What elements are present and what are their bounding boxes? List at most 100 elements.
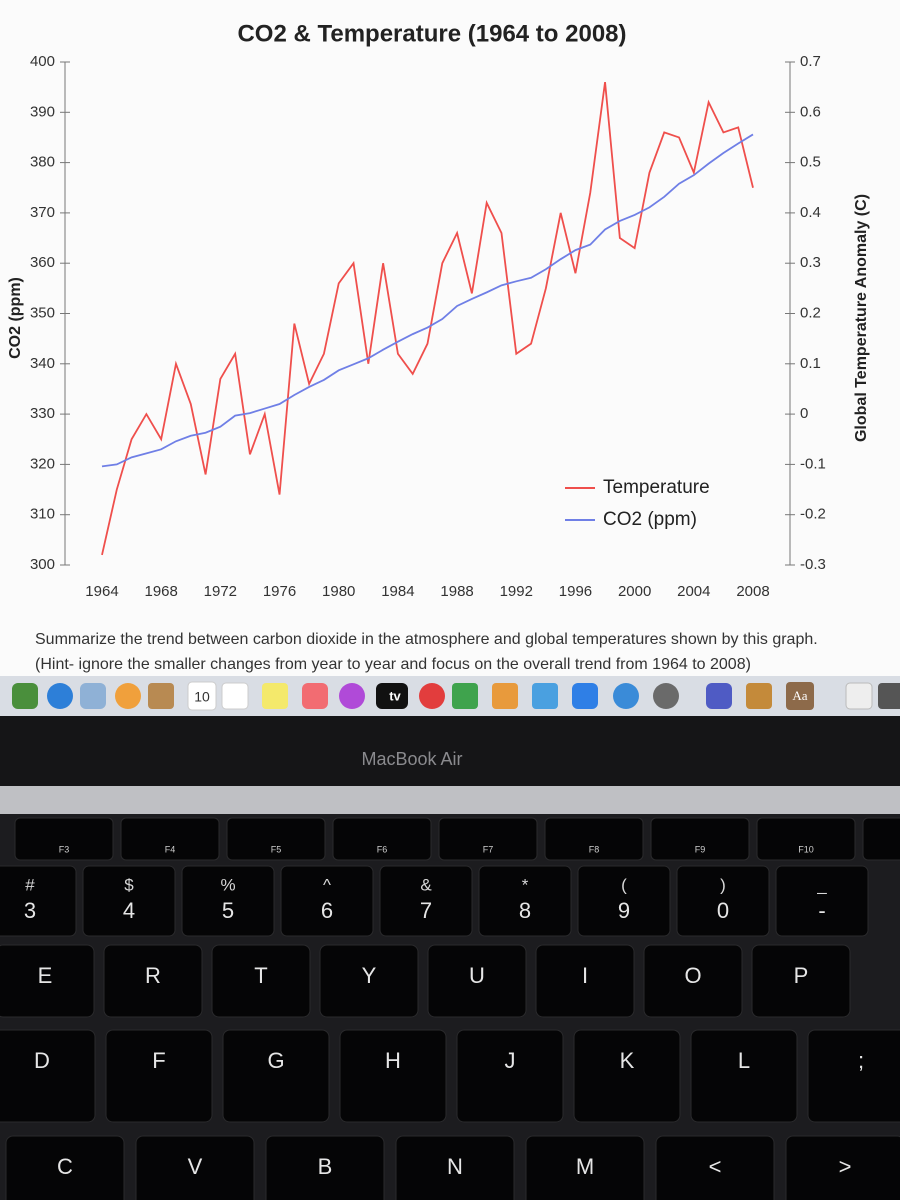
app-icon[interactable] xyxy=(80,683,106,709)
key-label: O xyxy=(684,963,701,988)
y-tick-label: 330 xyxy=(30,405,55,422)
app-icon[interactable] xyxy=(532,683,558,709)
legend-label: CO2 (ppm) xyxy=(603,509,697,530)
tv-icon[interactable] xyxy=(376,683,408,709)
number-key[interactable] xyxy=(280,865,374,937)
app-icon[interactable] xyxy=(706,683,732,709)
function-key[interactable] xyxy=(14,817,114,861)
y2-axis-label: Global Temperature Anomaly (C) xyxy=(853,194,870,442)
key-symbol: & xyxy=(420,875,432,894)
letter-key[interactable] xyxy=(0,1029,96,1123)
y-tick-label: 310 xyxy=(30,506,55,523)
letter-key[interactable] xyxy=(525,1135,645,1200)
number-key[interactable] xyxy=(577,865,671,937)
key-label: < xyxy=(709,1154,722,1179)
key-label: M xyxy=(576,1154,594,1179)
app-icon[interactable] xyxy=(47,683,73,709)
letter-key[interactable] xyxy=(265,1135,385,1200)
function-key[interactable] xyxy=(438,817,538,861)
key-symbol: _ xyxy=(816,875,827,894)
app-icon[interactable] xyxy=(653,683,679,709)
key-symbol: % xyxy=(220,875,235,894)
x-tick-label: 1992 xyxy=(500,583,533,600)
key-label: L xyxy=(738,1048,750,1073)
letter-key[interactable] xyxy=(319,944,419,1018)
app-icon[interactable] xyxy=(845,682,873,710)
app-icon[interactable] xyxy=(115,683,141,709)
y-tick-label: 400 xyxy=(30,53,55,70)
letter-key[interactable] xyxy=(655,1135,775,1200)
letter-key[interactable] xyxy=(785,1135,900,1200)
function-key[interactable] xyxy=(544,817,644,861)
x-tick-label: 1968 xyxy=(144,583,177,600)
app-icon[interactable] xyxy=(746,683,772,709)
app-icon[interactable] xyxy=(302,683,328,709)
screen xyxy=(0,0,900,680)
app-icon[interactable] xyxy=(221,682,249,710)
function-key-label: F10 xyxy=(798,844,814,854)
app-icon[interactable] xyxy=(572,683,598,709)
letter-key[interactable] xyxy=(807,1029,900,1123)
function-key[interactable] xyxy=(650,817,750,861)
letter-key[interactable] xyxy=(643,944,743,1018)
letter-key[interactable] xyxy=(339,1029,447,1123)
number-key[interactable] xyxy=(82,865,176,937)
letter-key[interactable] xyxy=(690,1029,798,1123)
key-label: > xyxy=(839,1154,852,1179)
app-icon[interactable] xyxy=(492,683,518,709)
number-key[interactable] xyxy=(478,865,572,937)
letter-key[interactable] xyxy=(222,1029,330,1123)
series-line xyxy=(101,133,754,468)
x-tick-label: 1980 xyxy=(322,583,355,600)
function-key[interactable] xyxy=(862,817,900,861)
y-tick-label: 300 xyxy=(30,556,55,573)
letter-key[interactable] xyxy=(0,944,95,1018)
key-digit: 0 xyxy=(717,898,729,923)
app-icon[interactable] xyxy=(262,683,288,709)
app-icon[interactable] xyxy=(452,683,478,709)
function-key[interactable] xyxy=(120,817,220,861)
letter-key[interactable] xyxy=(456,1029,564,1123)
function-key[interactable] xyxy=(756,817,856,861)
letter-key[interactable] xyxy=(211,944,311,1018)
number-key[interactable] xyxy=(181,865,275,937)
calendar-icon[interactable] xyxy=(187,681,217,711)
y-axis-label: CO2 (ppm) xyxy=(7,277,24,359)
key-symbol: ^ xyxy=(323,875,331,894)
app-icon[interactable] xyxy=(12,683,38,709)
function-key[interactable] xyxy=(332,817,432,861)
letter-key[interactable] xyxy=(427,944,527,1018)
letter-key[interactable] xyxy=(103,944,203,1018)
letter-key[interactable] xyxy=(535,944,635,1018)
y2-tick-label: -0.1 xyxy=(800,455,826,472)
key-label: H xyxy=(385,1048,401,1073)
key-digit: 9 xyxy=(618,898,630,923)
font-book-icon[interactable] xyxy=(786,682,814,710)
app-icon[interactable] xyxy=(419,683,445,709)
letter-key[interactable] xyxy=(135,1135,255,1200)
letter-key[interactable] xyxy=(751,944,851,1018)
app-icon[interactable] xyxy=(613,683,639,709)
y2-tick-label: 0.2 xyxy=(800,304,821,321)
app-icon[interactable] xyxy=(339,683,365,709)
number-key[interactable] xyxy=(775,865,869,937)
font-book-label: Aa xyxy=(792,688,807,703)
key-symbol: ) xyxy=(720,875,726,894)
letter-key[interactable] xyxy=(573,1029,681,1123)
app-icon[interactable] xyxy=(878,683,900,709)
letter-key[interactable] xyxy=(5,1135,125,1200)
letter-key[interactable] xyxy=(395,1135,515,1200)
function-key[interactable] xyxy=(226,817,326,861)
key-label: F xyxy=(152,1048,165,1073)
key-label: U xyxy=(469,963,485,988)
key-label: R xyxy=(145,963,161,988)
y2-tick-label: 0.5 xyxy=(800,154,821,171)
number-key[interactable] xyxy=(379,865,473,937)
number-key[interactable] xyxy=(0,865,77,937)
y2-tick-label: 0.6 xyxy=(800,103,821,120)
y2-tick-label: 0.4 xyxy=(800,204,821,221)
letter-key[interactable] xyxy=(105,1029,213,1123)
app-icon[interactable] xyxy=(148,683,174,709)
number-key[interactable] xyxy=(676,865,770,937)
